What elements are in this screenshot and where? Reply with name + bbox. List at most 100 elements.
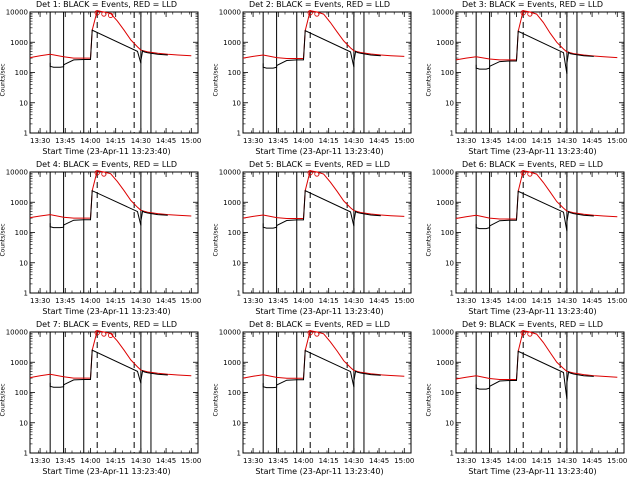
lld-saturation-point	[101, 11, 107, 17]
y-tick-label: 10000	[432, 9, 454, 17]
y-tick-label: 1	[24, 130, 28, 138]
detector-panel-4: 1 10 100 1000 10000 13:30 13:45 14:00 14:15 14:30…	[0, 160, 213, 320]
x-tick-label: 14:45	[582, 297, 602, 305]
x-tick-label: 14:15	[319, 457, 339, 465]
x-tick-label: 13:30	[456, 137, 476, 145]
x-tick-label: 13:30	[30, 457, 50, 465]
y-tick-label: 1	[237, 450, 241, 458]
panel-title: Det 5: BLACK = Events, RED = LLD	[249, 160, 390, 169]
x-tick-label: 14:45	[156, 297, 176, 305]
y-tick-label: 10	[232, 259, 241, 267]
panel-title: Det 3: BLACK = Events, RED = LLD	[462, 0, 603, 9]
lld-saturation-point	[307, 170, 313, 176]
y-tick-label: 10	[445, 259, 454, 267]
y-tick-label: 10000	[219, 9, 241, 17]
x-tick-label: 14:45	[369, 297, 389, 305]
x-tick-label: 13:30	[243, 297, 263, 305]
events-series-line	[262, 349, 381, 389]
y-axis-label: Counts/sec	[425, 383, 433, 417]
events-series-line	[49, 189, 168, 229]
panel-plot: 1 10 100 1000 10000 13:30 13:45 14:00 14:15 14:30…	[432, 9, 628, 146]
x-tick-label: 14:30	[557, 137, 577, 145]
y-tick-label: 1000	[223, 39, 241, 47]
plot-frame	[29, 331, 199, 454]
y-tick-label: 1	[237, 290, 241, 298]
x-tick-label: 14:15	[532, 297, 552, 305]
plot-frame	[29, 11, 199, 134]
y-tick-label: 1000	[10, 39, 28, 47]
lld-series-line	[455, 10, 618, 61]
x-tick-label: 14:00	[293, 457, 313, 465]
y-tick-label: 1	[24, 450, 28, 458]
y-tick-label: 100	[15, 389, 28, 397]
y-axis-label: Counts/sec	[0, 383, 7, 417]
lld-saturation-point	[101, 331, 107, 337]
x-tick-label: 14:00	[506, 297, 526, 305]
x-tick-label: 14:15	[106, 137, 126, 145]
x-axis-label: Start Time (23-Apr-11 13:23:40)	[42, 467, 171, 476]
lld-saturation-point	[527, 171, 533, 177]
y-tick-label: 1	[450, 290, 454, 298]
x-tick-label: 14:00	[293, 297, 313, 305]
x-tick-label: 14:00	[293, 137, 313, 145]
y-axis-label: Counts/sec	[212, 223, 220, 257]
y-tick-label: 10	[232, 99, 241, 107]
y-tick-label: 10000	[219, 169, 241, 177]
y-tick-label: 100	[228, 69, 241, 77]
x-tick-label: 14:15	[319, 297, 339, 305]
panel-plot: 1 10 100 1000 10000 13:30 13:45 14:00 14:15 14:30…	[219, 9, 415, 146]
panel-plot: 1 10 100 1000 10000 13:30 13:45 14:00 14:15 14:30…	[432, 329, 628, 466]
panel-title: Det 7: BLACK = Events, RED = LLD	[36, 320, 177, 329]
x-tick-label: 15:00	[394, 297, 414, 305]
y-tick-label: 1000	[10, 359, 28, 367]
lld-saturation-point	[314, 171, 320, 177]
y-tick-label: 10000	[6, 169, 28, 177]
x-tick-label: 14:45	[156, 137, 176, 145]
y-tick-label: 1000	[223, 199, 241, 207]
lld-saturation-point	[101, 171, 107, 177]
x-tick-label: 15:00	[607, 297, 627, 305]
x-tick-label: 14:45	[156, 457, 176, 465]
x-tick-label: 15:00	[181, 297, 201, 305]
y-tick-label: 1000	[10, 199, 28, 207]
y-tick-label: 10000	[6, 9, 28, 17]
lld-saturation-point	[314, 11, 320, 17]
y-tick-label: 10000	[219, 329, 241, 337]
detector-panel-1: 1 10 100 1000 10000 13:30 13:45 14:00 14:15 14:30…	[0, 0, 213, 160]
panel-plot: 1 10 100 1000 10000 13:30 13:45 14:00 14:15 14:30…	[6, 169, 202, 306]
plot-frame	[242, 331, 412, 454]
x-tick-label: 15:00	[181, 137, 201, 145]
x-tick-label: 14:00	[506, 457, 526, 465]
events-series-line	[475, 350, 594, 400]
lld-series-line	[29, 10, 192, 59]
x-tick-label: 14:15	[532, 457, 552, 465]
events-series-line	[49, 349, 168, 388]
y-tick-label: 100	[228, 229, 241, 237]
x-tick-label: 14:30	[344, 457, 364, 465]
x-tick-label: 15:00	[394, 137, 414, 145]
x-tick-label: 14:15	[106, 457, 126, 465]
y-axis-label: Counts/sec	[212, 63, 220, 97]
events-series-line	[262, 29, 381, 69]
x-tick-label: 13:45	[481, 457, 501, 465]
lld-series-line	[455, 330, 618, 380]
lld-saturation-point	[307, 330, 313, 336]
panel-title: Det 2: BLACK = Events, RED = LLD	[249, 0, 390, 9]
x-axis-label: Start Time (23-Apr-11 13:23:40)	[255, 307, 384, 316]
y-tick-label: 1000	[223, 359, 241, 367]
x-tick-label: 14:00	[80, 297, 100, 305]
y-tick-label: 10	[445, 99, 454, 107]
x-tick-label: 13:45	[268, 297, 288, 305]
y-tick-label: 10	[232, 419, 241, 427]
detector-panel-8: 1 10 100 1000 10000 13:30 13:45 14:00 14:15 14:30…	[213, 320, 426, 480]
detector-panel-2: 1 10 100 1000 10000 13:30 13:45 14:00 14:15 14:30…	[213, 0, 426, 160]
y-tick-label: 1000	[436, 359, 454, 367]
panel-plot: 1 10 100 1000 10000 13:30 13:45 14:00 14:15 14:30…	[219, 329, 415, 466]
x-tick-label: 14:30	[344, 297, 364, 305]
plot-frame	[242, 171, 412, 294]
panel-title: Det 9: BLACK = Events, RED = LLD	[462, 320, 603, 329]
y-tick-label: 10	[19, 259, 28, 267]
x-tick-label: 13:30	[30, 137, 50, 145]
plot-frame	[242, 11, 412, 134]
